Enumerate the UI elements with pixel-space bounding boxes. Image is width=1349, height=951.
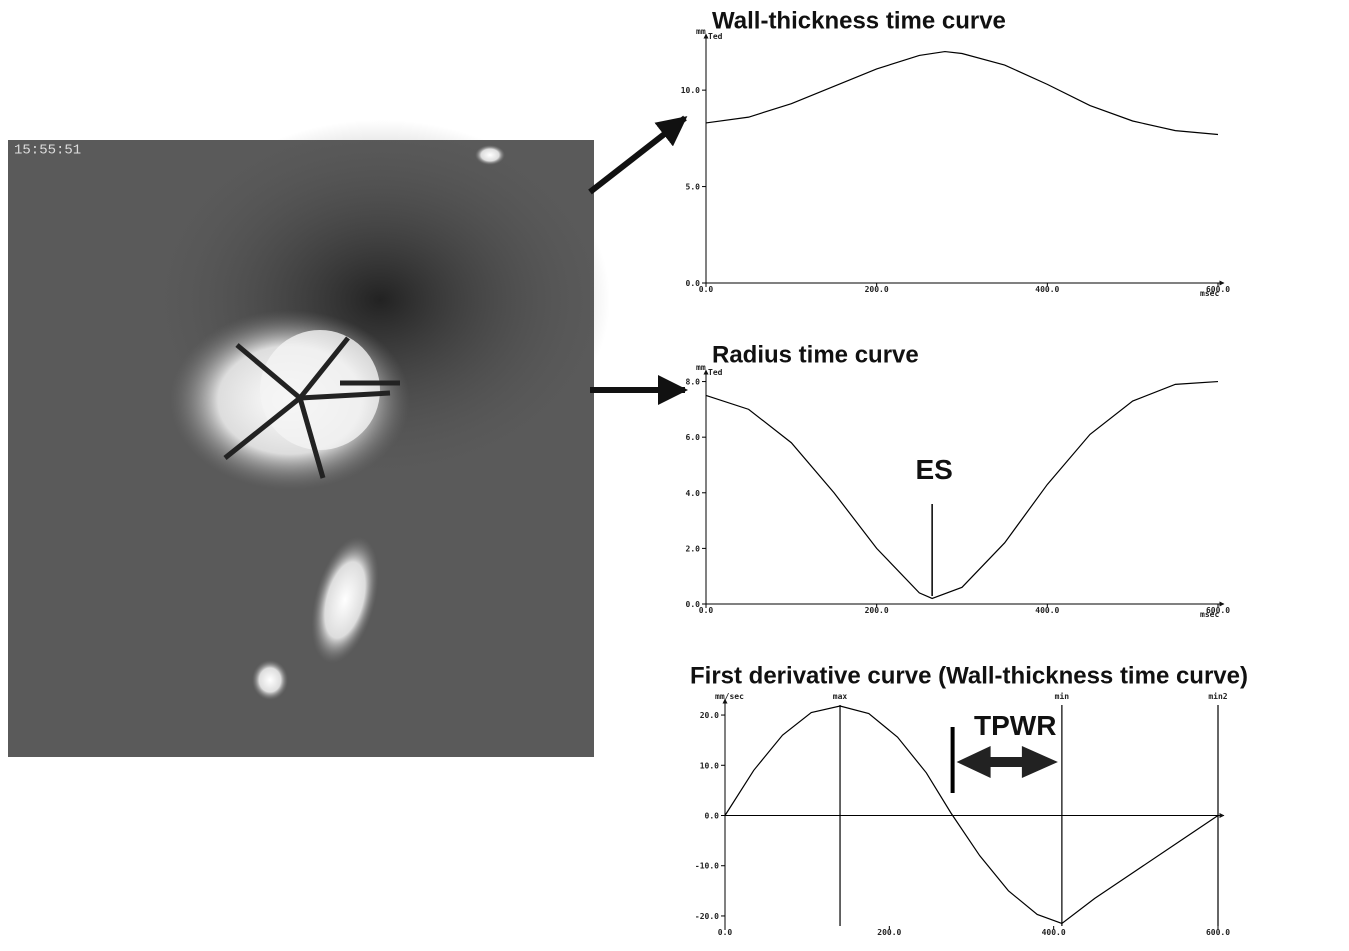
v-line-label: max: [833, 692, 848, 701]
y-tick-label: 10.0: [700, 761, 719, 770]
interval-label: TPWR: [974, 710, 1056, 741]
x-tick-label: 600.0: [1206, 285, 1230, 294]
chart-title: First derivative curve (Wall-thickness t…: [690, 662, 1248, 689]
x-tick-label: 400.0: [1042, 928, 1066, 937]
figure: 15:55:51 Wall-thickness time curvemmTedm…: [0, 0, 1349, 951]
v-line-label: min: [1055, 691, 1070, 701]
y-unit-sub: Ted: [708, 32, 723, 41]
y-tick-label: -10.0: [695, 862, 719, 871]
x-tick-label: 400.0: [1035, 285, 1059, 294]
y-tick-label: 0.0: [705, 812, 720, 821]
y-tick-label: -20.0: [695, 912, 719, 921]
x-tick-label: 0.0: [699, 285, 714, 294]
x-tick-label: 0.0: [699, 606, 714, 615]
interval-arrow: [957, 746, 1058, 778]
y-unit-sub: Ted: [708, 368, 723, 377]
y-tick-label: 5.0: [686, 183, 701, 192]
curve: [725, 706, 1218, 923]
y-tick-label: 4.0: [686, 489, 701, 498]
chart-title: Wall-thickness time curve: [712, 7, 1006, 34]
x-tick-label: 600.0: [1206, 606, 1230, 615]
chart-title: Radius time curve: [712, 341, 919, 368]
curve: [706, 382, 1218, 599]
curve: [706, 52, 1218, 135]
y-tick-label: 2.0: [686, 544, 701, 553]
x-tick-label: 0.0: [718, 928, 733, 937]
mri-image: 15:55:51: [8, 120, 610, 757]
y-unit: mm: [696, 27, 706, 36]
y-tick-label: 6.0: [686, 433, 701, 442]
x-tick-label: 200.0: [865, 285, 889, 294]
x-tick-label: 400.0: [1035, 606, 1059, 615]
y-unit: mm/sec: [715, 692, 744, 701]
marker-label: ES: [915, 454, 952, 485]
y-tick-label: 10.0: [681, 86, 700, 95]
x-tick-label: 200.0: [865, 606, 889, 615]
y-tick-label: 8.0: [686, 378, 701, 387]
timestamp: 15:55:51: [14, 143, 81, 159]
x-tick-label: 200.0: [877, 928, 901, 937]
y-tick-label: 20.0: [700, 711, 719, 720]
v-line-label: min2: [1208, 691, 1227, 701]
y-unit: mm: [696, 363, 706, 372]
x-tick-label: 600.0: [1206, 928, 1230, 937]
arrows: [590, 118, 685, 390]
